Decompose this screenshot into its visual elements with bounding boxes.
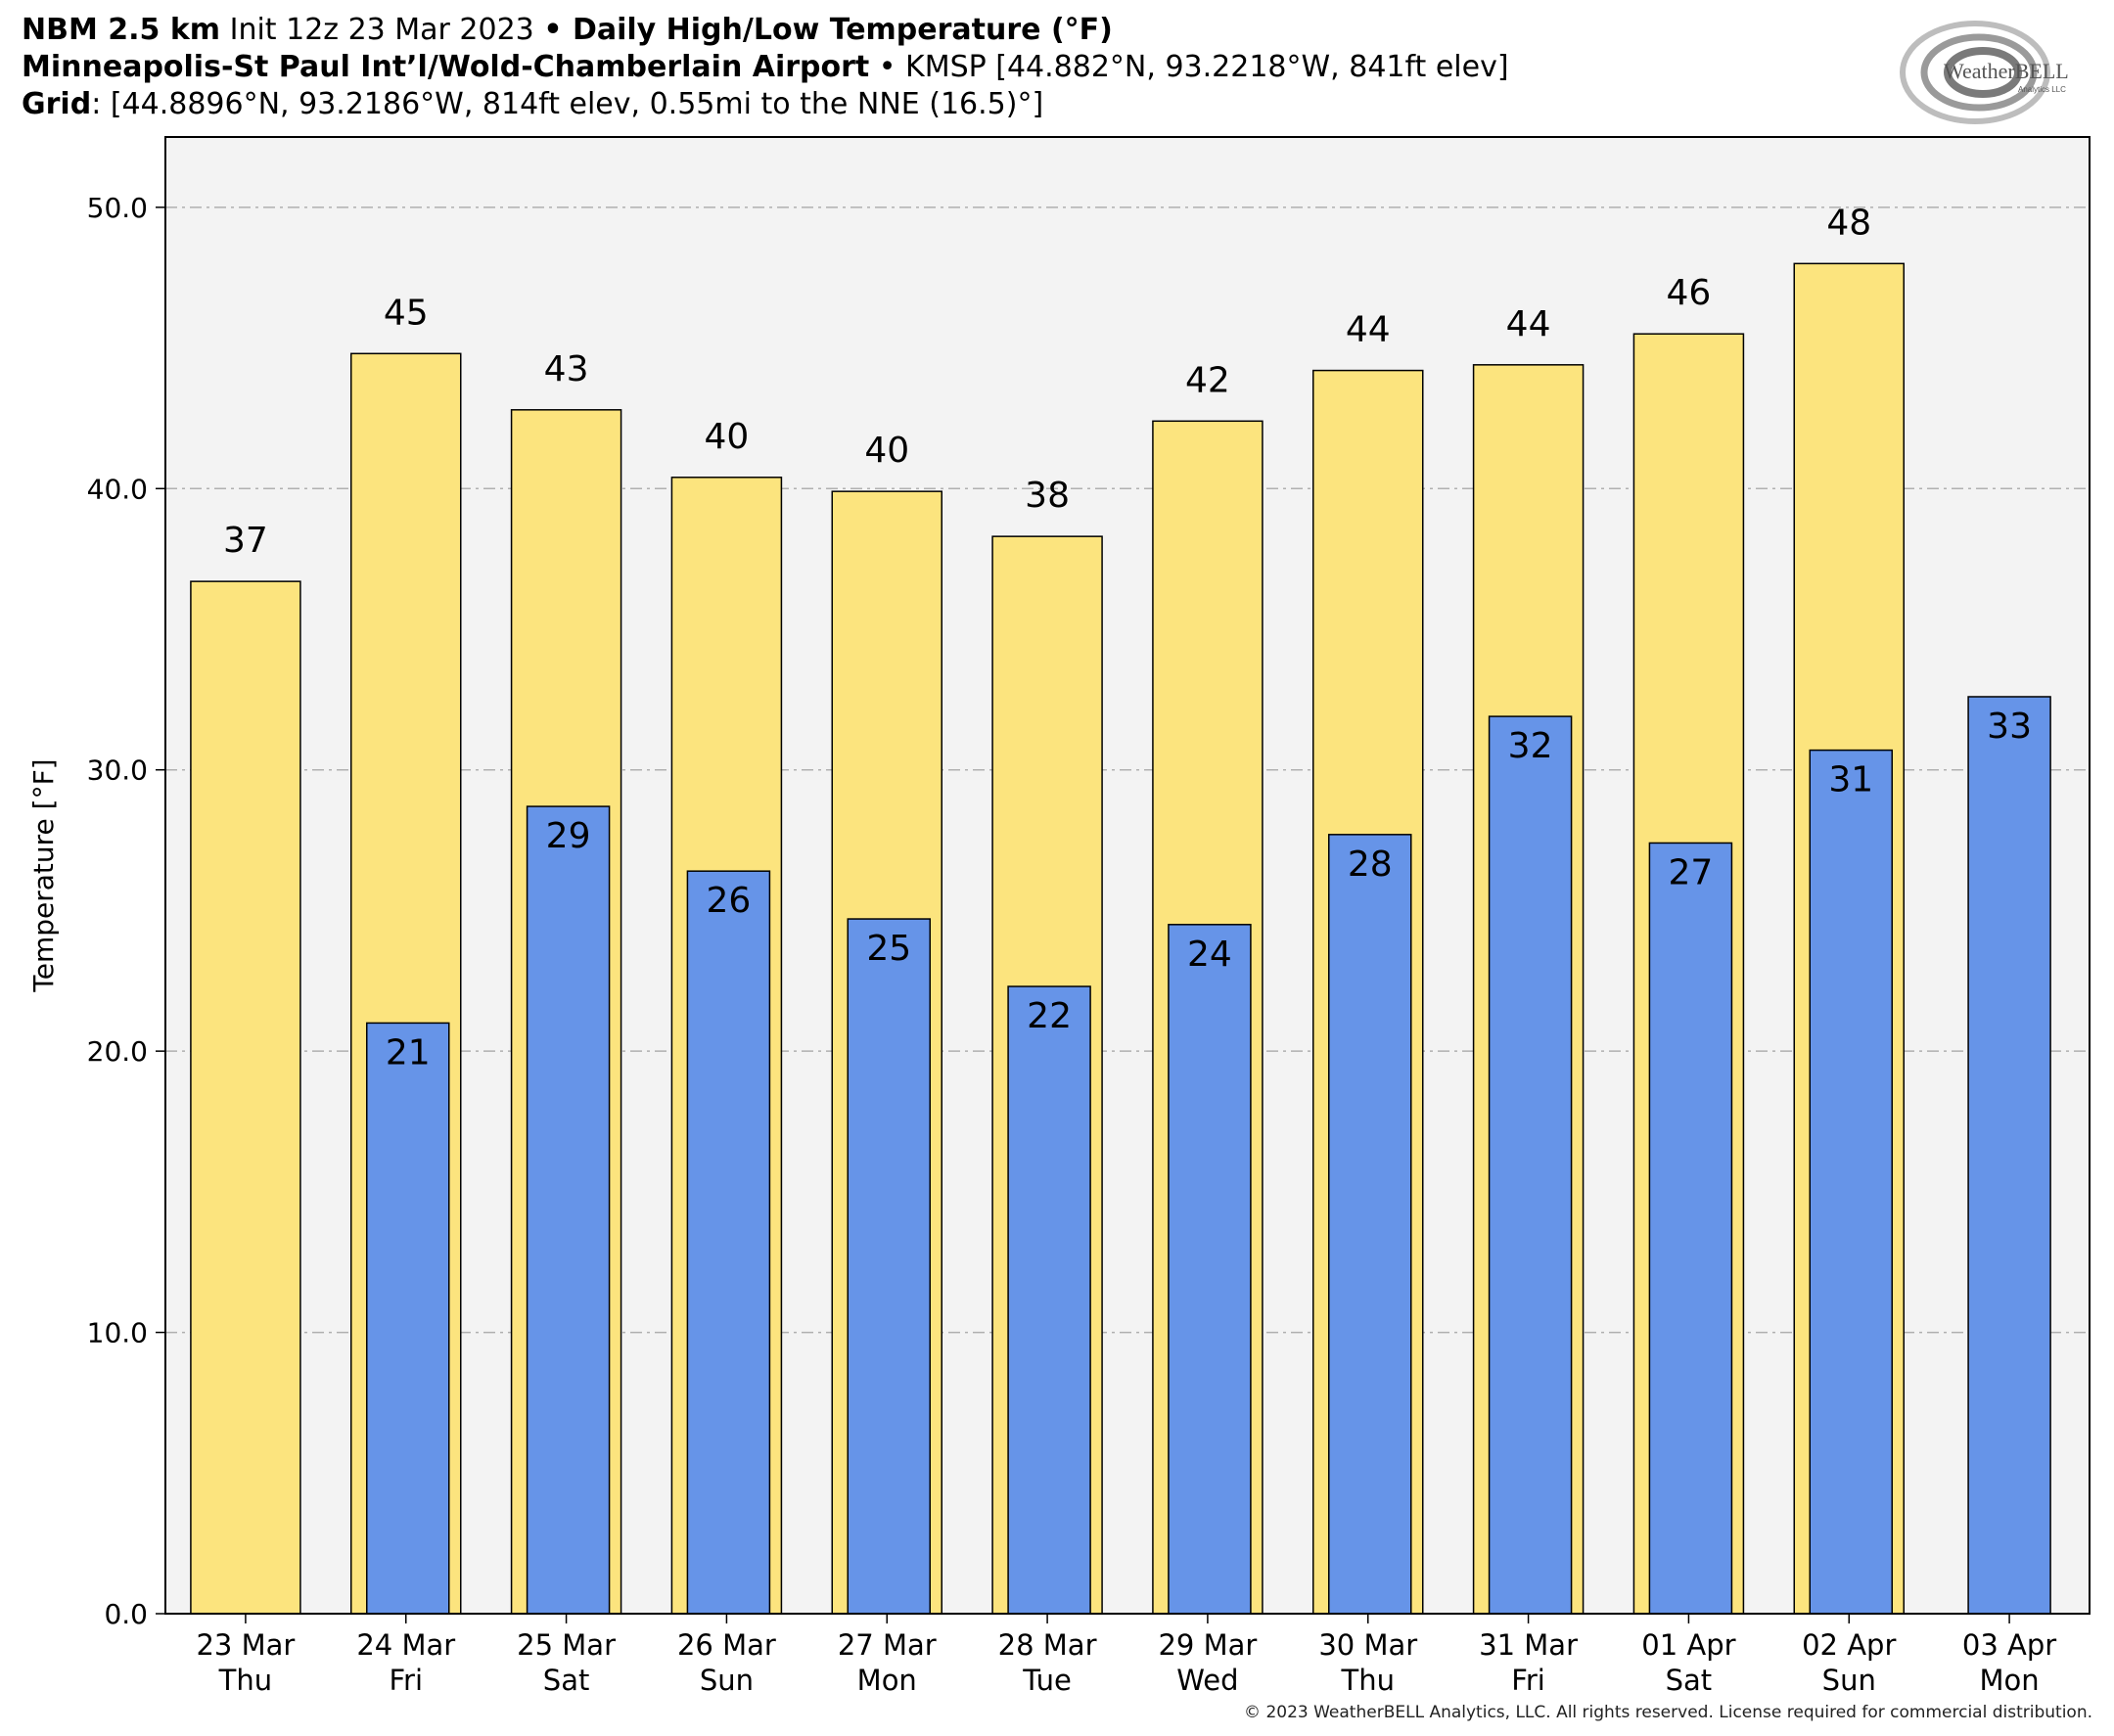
grid-label: Grid — [22, 87, 92, 121]
low-temp-bar — [366, 1022, 450, 1615]
x-tick-label-day: Fri — [389, 1664, 423, 1697]
x-tick-label-day: Sat — [543, 1664, 590, 1697]
x-tick-label-date: 28 Mar — [998, 1628, 1097, 1662]
y-axis-label: Temperature [°F] — [27, 758, 60, 992]
low-temp-label: 22 — [1027, 996, 1072, 1036]
y-tick-label: 10.0 — [87, 1317, 148, 1349]
low-temp-label: 24 — [1187, 935, 1232, 975]
x-tick-label-date: 23 Mar — [196, 1628, 295, 1662]
x-tick-label-day: Thu — [218, 1664, 272, 1697]
x-tick-label-day: Fri — [1511, 1664, 1545, 1697]
x-tick-label-date: 29 Mar — [1158, 1628, 1257, 1662]
x-tick-label-day: Wed — [1176, 1664, 1238, 1697]
header-line-3: Grid: [44.8896°N, 93.2186°W, 814ft elev,… — [22, 86, 1861, 123]
chart-title: Daily High/Low Temperature (°F) — [562, 13, 1113, 47]
high-temp-label: 40 — [864, 431, 909, 471]
low-temp-bar — [686, 870, 771, 1615]
header-line-1: NBM 2.5 km Init 12z 23 Mar 2023 • Daily … — [22, 12, 1861, 49]
low-temp-bar — [1809, 749, 1893, 1615]
low-temp-bar — [1488, 715, 1573, 1615]
low-temp-label: 28 — [1348, 845, 1393, 885]
x-tick-label-date: 24 Mar — [356, 1628, 455, 1662]
high-temp-label: 43 — [544, 349, 589, 389]
header-line-2: Minneapolis-St Paul Int’l/Wold-Chamberla… — [22, 49, 1861, 86]
y-tick-label: 30.0 — [87, 754, 148, 787]
x-tick-label-date: 27 Mar — [838, 1628, 937, 1662]
high-temp-label: 38 — [1025, 476, 1070, 516]
y-tick-label: 0.0 — [104, 1598, 148, 1630]
high-temp-label: 44 — [1506, 304, 1551, 344]
x-tick-label-date: 03 Apr — [1962, 1628, 2056, 1662]
logo-subtext: Analytics LLC — [2018, 85, 2066, 94]
low-temp-label: 32 — [1508, 726, 1553, 766]
low-temp-label: 27 — [1669, 852, 1714, 892]
high-temp-label: 37 — [223, 521, 268, 561]
high-temp-label: 46 — [1667, 273, 1712, 313]
bullet: • — [543, 13, 563, 47]
low-temp-bar — [1648, 842, 1733, 1615]
x-tick-label-date: 30 Mar — [1318, 1628, 1417, 1662]
high-temp-label: 48 — [1826, 203, 1871, 243]
high-temp-label: 40 — [705, 417, 750, 457]
chart-header: NBM 2.5 km Init 12z 23 Mar 2023 • Daily … — [22, 12, 1861, 123]
low-temp-bar — [1168, 924, 1252, 1615]
station-info: • KMSP [44.882°N, 93.2218°W, 841ft elev] — [869, 50, 1509, 84]
low-temp-label: 25 — [866, 929, 911, 969]
x-tick-label-day: Sat — [1666, 1664, 1713, 1697]
low-temp-label: 26 — [707, 881, 752, 921]
init-time: Init 12z 23 Mar 2023 — [220, 13, 544, 47]
x-tick-label-date: 01 Apr — [1641, 1628, 1735, 1662]
model-name: NBM 2.5 km — [22, 13, 221, 47]
high-temp-label: 44 — [1346, 310, 1391, 350]
y-tick-label: 20.0 — [87, 1035, 148, 1068]
plot-area — [165, 137, 2090, 1614]
grid-info: : [44.8896°N, 93.2186°W, 814ft elev, 0.5… — [91, 87, 1044, 121]
x-tick-label-day: Thu — [1341, 1664, 1395, 1697]
x-tick-label-date: 31 Mar — [1479, 1628, 1578, 1662]
high-temp-label: 45 — [384, 293, 429, 333]
high-temp-label: 42 — [1185, 360, 1230, 400]
x-tick-label-date: 26 Mar — [677, 1628, 776, 1662]
low-temp-label: 31 — [1828, 760, 1873, 800]
low-temp-bar — [1967, 696, 2051, 1615]
x-tick-label-day: Mon — [857, 1664, 917, 1697]
y-tick-label: 40.0 — [87, 473, 148, 505]
x-tick-label-day: Sun — [700, 1664, 754, 1697]
x-tick-label-date: 02 Apr — [1802, 1628, 1896, 1662]
low-temp-bar — [847, 918, 931, 1615]
x-tick-label-day: Sun — [1822, 1664, 1876, 1697]
weatherbell-logo: WeatherBELL Analytics LLC — [1900, 21, 2069, 124]
plot-frame — [164, 136, 2091, 1615]
x-tick-label-day: Mon — [1980, 1664, 2040, 1697]
low-temp-bar — [526, 805, 611, 1615]
low-temp-bar — [1328, 834, 1412, 1615]
x-tick-label-date: 25 Mar — [517, 1628, 616, 1662]
low-temp-label: 29 — [546, 816, 591, 856]
low-temp-bar — [1007, 985, 1091, 1615]
low-temp-label: 33 — [1987, 707, 2032, 747]
y-tick-label: 50.0 — [87, 192, 148, 224]
copyright-footer: © 2023 WeatherBELL Analytics, LLC. All r… — [1244, 1703, 2092, 1722]
swirl-logo-icon — [1900, 21, 2050, 124]
low-temp-label: 21 — [386, 1032, 431, 1073]
high-temp-bar — [190, 580, 301, 1615]
logo-text: WeatherBELL — [1944, 59, 2069, 83]
x-tick-label-day: Tue — [1022, 1664, 1072, 1697]
station-name: Minneapolis-St Paul Int’l/Wold-Chamberla… — [22, 50, 870, 84]
